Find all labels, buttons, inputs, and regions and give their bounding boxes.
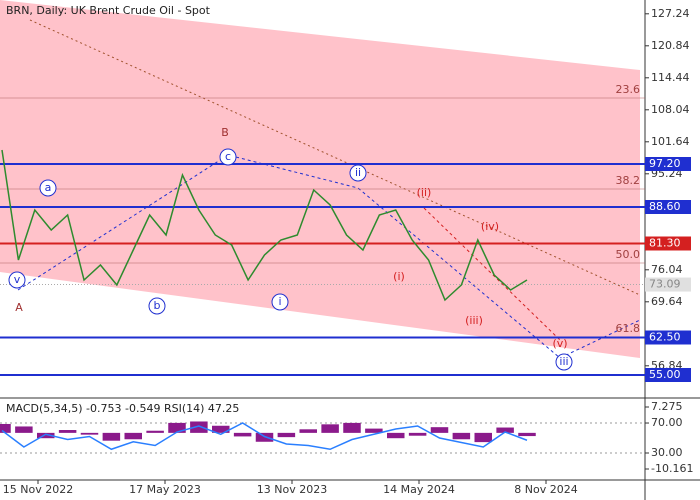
macd-bar [496, 427, 514, 433]
wave-label: (i) [393, 270, 405, 283]
macd-bar [58, 430, 77, 433]
level-box [645, 330, 691, 345]
x-tick-label: 15 Nov 2022 [3, 483, 73, 496]
wave-marker [219, 148, 237, 166]
y-tick-label: 120.84 [651, 39, 690, 52]
macd-bar [212, 425, 230, 433]
wave-marker [8, 271, 26, 289]
fibonacci-label: 23.6 [616, 83, 641, 96]
macd-bar [15, 426, 33, 433]
macd-bar [233, 432, 252, 437]
rsi-line [1, 422, 528, 451]
macd-bar [146, 430, 164, 433]
last-price-box [645, 277, 691, 292]
trendline [29, 19, 641, 296]
macd-bar [80, 432, 99, 435]
level-label: 81.30 [649, 237, 681, 250]
x-tick-label: 13 Nov 2023 [257, 483, 327, 496]
level-box [645, 157, 691, 171]
macd-bar [299, 429, 317, 433]
wave-marker [349, 164, 367, 182]
fibonacci-label: 61.8 [616, 322, 641, 335]
wave-label: a [45, 181, 52, 194]
macd-bar [474, 432, 492, 443]
wave-label: c [225, 150, 231, 163]
wave-marker [148, 297, 166, 315]
wave-label: v [14, 273, 21, 286]
y-tick-label: 70.00 [651, 416, 683, 429]
macd-bar [0, 423, 11, 433]
macd-bar [430, 427, 449, 433]
wave-label: (iv) [481, 220, 499, 233]
macd-bar [277, 432, 296, 438]
fibonacci-label: 50.0 [616, 248, 641, 261]
macd-bar [168, 422, 186, 433]
indicator-title: MACD(5,34,5) -0.753 -0.549 RSI(14) 47.25 [6, 402, 239, 415]
macd-bar [37, 432, 55, 439]
macd-bar [102, 432, 121, 441]
level-label: 88.60 [649, 200, 681, 213]
wave-label: i [278, 295, 281, 308]
macd-bar [124, 432, 142, 440]
macd-bar [190, 421, 208, 433]
y-tick-label: 30.00 [651, 446, 683, 459]
price-channel [0, 0, 640, 358]
y-tick-label: 108.04 [651, 103, 690, 116]
macd-bar [343, 422, 361, 433]
x-tick-label: 14 May 2024 [383, 483, 455, 496]
macd-bar [255, 432, 274, 442]
wave-label: b [154, 299, 161, 312]
wave-label: ii [355, 166, 361, 179]
wave-path [423, 207, 561, 341]
wave-label: B [221, 126, 229, 139]
macd-bar [408, 432, 427, 436]
last-price-label: 73.09 [649, 278, 681, 291]
y-tick-label: 101.64 [651, 135, 690, 148]
macd-bar [387, 432, 405, 439]
chart-title: BRN, Daily: UK Brent Crude Oil - Spot [6, 4, 211, 17]
macd-bar [518, 432, 536, 437]
wave-label: (ii) [417, 186, 432, 199]
fibonacci-label: 38.2 [616, 174, 641, 187]
price-line [1, 149, 528, 302]
wave-marker [555, 353, 573, 371]
wave-label: (v) [552, 337, 567, 350]
macd-bar [321, 424, 339, 433]
y-tick-label: 7.275 [651, 400, 683, 413]
level-label: 62.50 [649, 331, 681, 344]
macd-bar [452, 432, 471, 440]
wave-label: A [15, 301, 23, 314]
level-box [645, 200, 691, 214]
level-box [645, 236, 691, 251]
level-label: 55.00 [649, 368, 681, 381]
wave-label: iii [559, 355, 568, 368]
y-tick-label: 127.24 [651, 7, 690, 20]
wave-label: (iii) [465, 314, 483, 327]
y-tick-label: 76.04 [651, 263, 683, 276]
wave-marker [39, 179, 57, 197]
x-tick-label: 17 May 2023 [129, 483, 201, 496]
y-tick-label: -10.161 [651, 462, 693, 475]
level-box [645, 368, 691, 382]
level-label: 97.20 [649, 157, 681, 170]
y-tick-label: 114.44 [651, 71, 690, 84]
x-tick-label: 8 Nov 2024 [514, 483, 577, 496]
y-tick-label: 69.64 [651, 295, 683, 308]
macd-bar [365, 428, 383, 433]
wave-marker [271, 293, 289, 311]
